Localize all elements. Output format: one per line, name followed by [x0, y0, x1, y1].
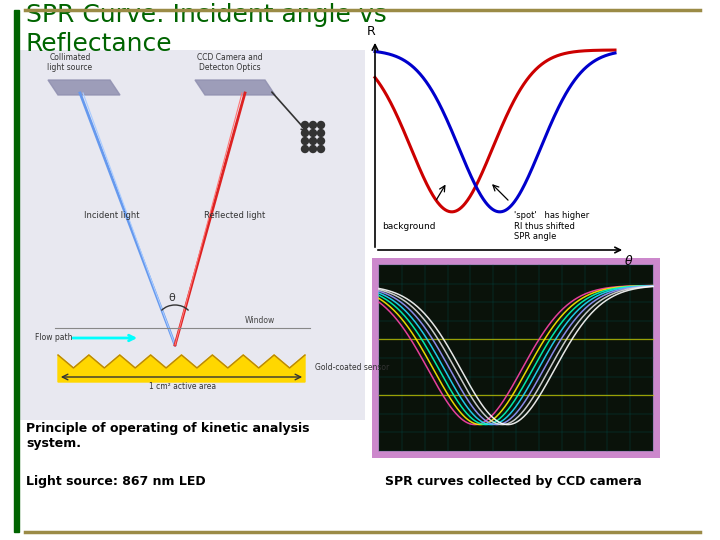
Bar — [372, 258, 660, 458]
Circle shape — [318, 130, 325, 137]
Polygon shape — [58, 355, 305, 382]
Circle shape — [302, 130, 308, 137]
Text: θ: θ — [625, 255, 633, 268]
Text: Light source: 867 nm LED: Light source: 867 nm LED — [26, 475, 206, 488]
Bar — [370, 30, 630, 250]
Circle shape — [318, 122, 325, 129]
Text: Gold-coated sensor: Gold-coated sensor — [315, 363, 390, 373]
Text: SPR Curve: Incident angle vs: SPR Curve: Incident angle vs — [26, 3, 387, 27]
Text: Reflected light: Reflected light — [204, 211, 266, 219]
Text: 'spot'   has higher
RI thus shifted
SPR angle: 'spot' has higher RI thus shifted SPR an… — [514, 211, 590, 241]
Polygon shape — [195, 80, 275, 95]
Text: Incident light: Incident light — [84, 211, 140, 219]
Bar — [20, 50, 365, 420]
Circle shape — [302, 138, 308, 145]
Text: Reflectance: Reflectance — [26, 32, 173, 56]
Text: Principle of operating of kinetic analysis
system.: Principle of operating of kinetic analys… — [26, 422, 310, 450]
Text: 1 cm² active area: 1 cm² active area — [150, 382, 217, 391]
Circle shape — [310, 130, 317, 137]
Text: R: R — [366, 25, 375, 38]
Circle shape — [310, 122, 317, 129]
Text: background: background — [382, 222, 436, 232]
Circle shape — [310, 145, 317, 152]
Polygon shape — [48, 80, 120, 95]
Text: Flow path: Flow path — [35, 334, 73, 342]
Text: Window: Window — [245, 316, 275, 325]
Circle shape — [302, 145, 308, 152]
Text: θ: θ — [168, 293, 176, 303]
Text: Collimated
light source: Collimated light source — [48, 53, 93, 72]
Bar — [379, 265, 653, 451]
Circle shape — [318, 138, 325, 145]
Text: CCD Camera and
Detecton Optics: CCD Camera and Detecton Optics — [197, 53, 263, 72]
Bar — [14, 10, 19, 532]
Circle shape — [318, 145, 325, 152]
Circle shape — [302, 122, 308, 129]
Text: SPR curves collected by CCD camera: SPR curves collected by CCD camera — [385, 475, 642, 488]
Circle shape — [310, 138, 317, 145]
